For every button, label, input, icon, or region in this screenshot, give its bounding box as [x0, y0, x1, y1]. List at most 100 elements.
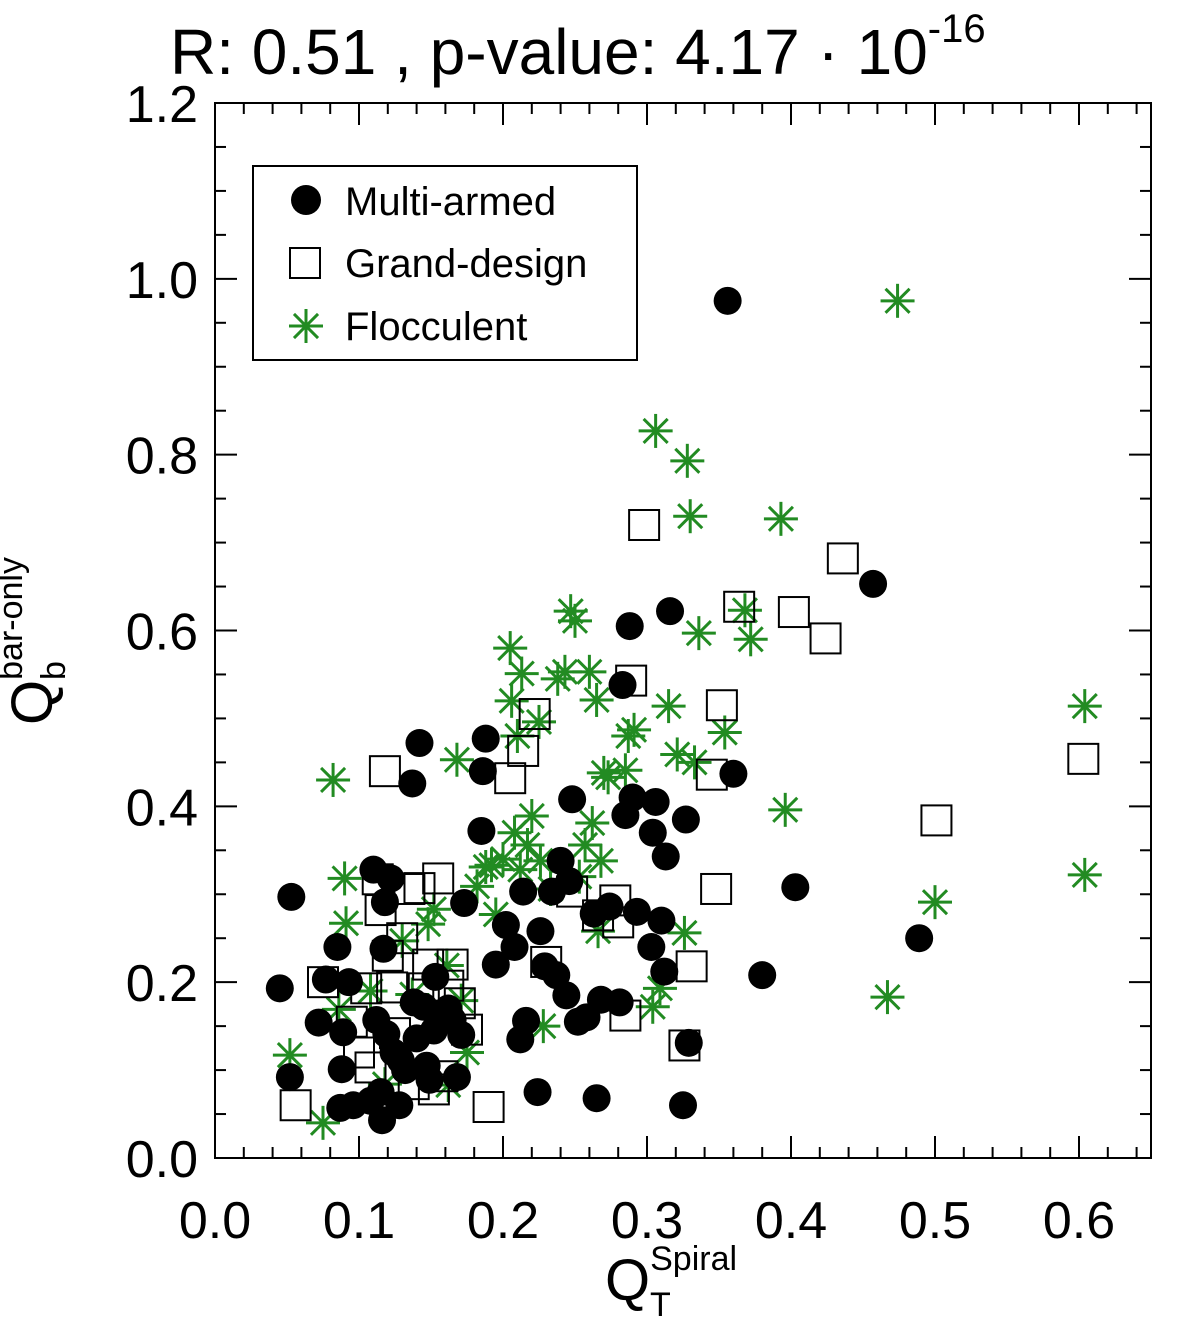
point-grand-design [809, 622, 842, 655]
point-flocculent [439, 742, 474, 777]
point-multi-armed [669, 1091, 697, 1120]
point-multi-armed [329, 1018, 358, 1047]
y-tick-label: 0.4 [126, 779, 198, 837]
point-grand-design [723, 590, 756, 623]
point-multi-armed [405, 729, 434, 758]
point-multi-armed [615, 612, 644, 641]
point-flocculent [763, 501, 798, 536]
point-flocculent [880, 283, 915, 318]
point-multi-armed [398, 769, 427, 798]
point-flocculent [494, 683, 529, 718]
point-multi-armed [558, 785, 587, 814]
legend-star-shape [289, 309, 323, 343]
legend-marker-flocculent [289, 309, 323, 343]
point-flocculent [416, 892, 451, 927]
point-flocculent [638, 413, 673, 448]
point-multi-armed [391, 1056, 420, 1085]
point-multi-armed [468, 757, 497, 786]
x-tick-label: 0.4 [755, 1192, 827, 1250]
x-tick-label: 0.3 [611, 1192, 683, 1250]
point-flocculent [306, 1105, 340, 1140]
point-grand-design [920, 804, 953, 837]
point-flocculent [510, 828, 545, 863]
point-flocculent [670, 443, 705, 478]
point-multi-armed [555, 867, 584, 896]
point-multi-armed [275, 1063, 304, 1092]
point-flocculent [617, 712, 652, 747]
legend-marker-grand-design [289, 247, 321, 279]
point-multi-armed [481, 950, 510, 979]
point-flocculent [677, 745, 712, 780]
y-axis-label-sup: bar-only [0, 557, 30, 680]
title-exponent: -16 [928, 7, 986, 51]
point-multi-armed [415, 1065, 444, 1094]
point-flocculent [514, 799, 549, 834]
point-grand-design [507, 734, 540, 767]
point-multi-armed [781, 873, 810, 902]
x-axis-label-sup: Spiral [650, 1240, 737, 1278]
point-multi-armed [370, 888, 399, 917]
point-grand-design [518, 698, 551, 731]
point-multi-armed [304, 1008, 333, 1037]
point-flocculent [575, 806, 610, 841]
title-text: R: 0.51 , p-value: 4.17 · 10 [170, 16, 928, 88]
point-multi-armed [719, 759, 748, 788]
y-tick-label: 1.2 [126, 76, 198, 134]
point-multi-armed [905, 924, 934, 953]
point-flocculent [1067, 857, 1102, 892]
point-multi-armed [618, 783, 647, 812]
points-layer [265, 283, 1102, 1140]
point-multi-armed [277, 882, 306, 911]
x-tick-label: 0.5 [899, 1192, 971, 1250]
point-flocculent [673, 499, 708, 534]
point-multi-armed [442, 1063, 471, 1092]
point-multi-armed [471, 724, 500, 753]
point-multi-armed [605, 988, 634, 1017]
point-grand-design [279, 1089, 312, 1122]
point-multi-armed [369, 934, 398, 963]
x-axis-label: QSpiral [605, 1240, 737, 1313]
point-grand-design [472, 1091, 505, 1124]
point-multi-armed [509, 877, 538, 906]
point-grand-design [494, 762, 527, 795]
point-grand-design [826, 542, 859, 575]
point-flocculent [504, 656, 539, 691]
point-multi-armed [265, 974, 294, 1003]
point-multi-armed [595, 892, 624, 921]
point-flocculent [870, 980, 905, 1015]
point-multi-armed [311, 965, 340, 994]
point-grand-design [1067, 742, 1100, 775]
point-multi-armed [467, 816, 496, 845]
point-multi-armed [526, 917, 555, 946]
point-flocculent [1067, 689, 1102, 724]
y-axis-label: Qbar-only [0, 557, 65, 725]
point-flocculent [493, 631, 528, 666]
point-multi-armed [641, 787, 670, 816]
y-axis-label-main: Q [0, 680, 65, 725]
y-tick-label: 1.0 [126, 252, 198, 310]
point-flocculent [486, 842, 520, 877]
y-axis-label-sub: b [35, 661, 73, 680]
point-multi-armed [450, 889, 479, 918]
axis-ticks: 0.0 0.1 0.2 0.3 0.4 0.5 0.6 0.0 0.2 0.4 0.6 0.8 1.0 1… [126, 76, 1151, 1250]
point-multi-armed [622, 897, 651, 926]
point-multi-armed [334, 968, 363, 997]
legend-marker-multi-armed [291, 185, 321, 215]
point-grand-design [403, 872, 436, 905]
x-axis-label-sub: T [650, 1286, 671, 1322]
point-multi-armed [608, 671, 637, 700]
point-grand-design [376, 971, 409, 1004]
point-flocculent [667, 915, 702, 950]
point-grand-design [705, 689, 738, 722]
point-grand-design [777, 596, 810, 629]
point-grand-design [422, 862, 455, 895]
point-multi-armed [674, 1028, 703, 1057]
point-flocculent [579, 682, 614, 717]
point-flocculent [327, 861, 362, 896]
point-flocculent [522, 704, 556, 739]
point-flocculent [316, 762, 351, 797]
point-multi-armed [651, 842, 680, 871]
point-multi-armed [421, 962, 450, 991]
point-multi-armed [327, 1055, 356, 1084]
point-grand-design [628, 509, 661, 541]
